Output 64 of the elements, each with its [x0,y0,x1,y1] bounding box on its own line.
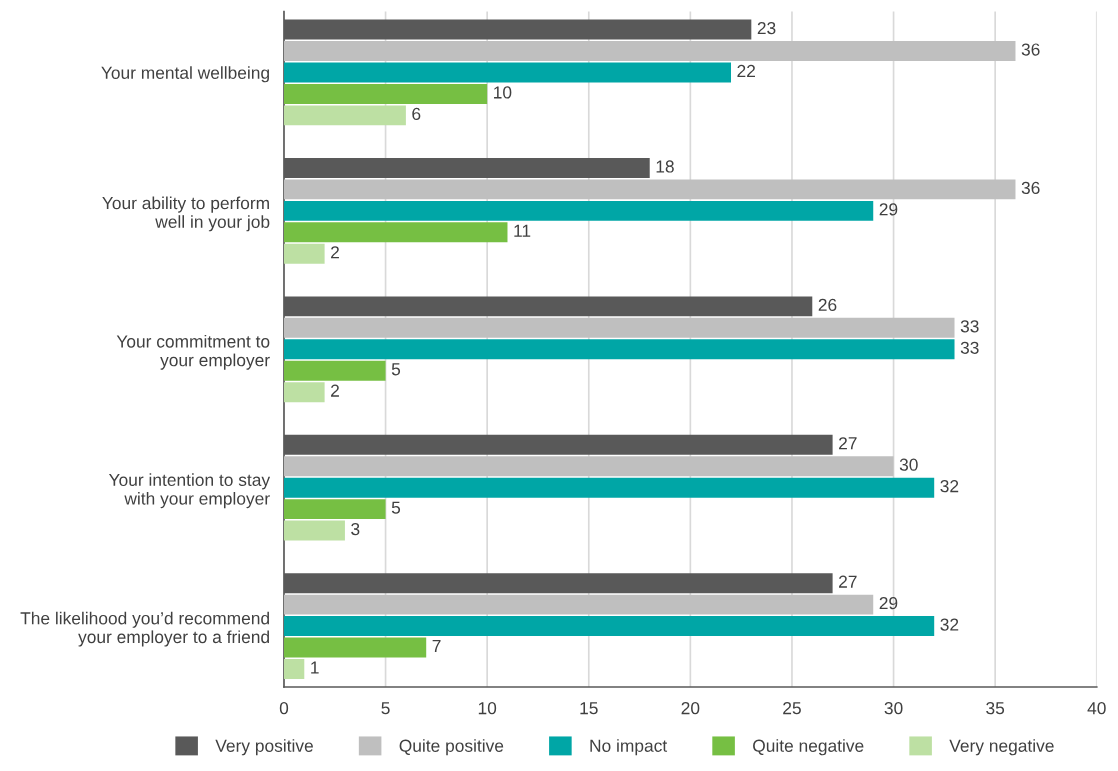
legend-label: Quite positive [399,739,504,756]
x-tick-label: 30 [884,702,903,715]
y-tick-label: The likelihood you’d recommend your employer to a friend [20,611,269,647]
x-tick-label: 10 [478,702,497,715]
y-tick-label: Your commitment to your employer [116,334,270,370]
x-tick-label: 15 [580,702,598,715]
data-label: 23 [757,21,776,35]
data-label: 36 [1021,43,1040,56]
data-label: 27 [839,437,857,450]
data-label: 29 [879,596,898,610]
bar [283,520,345,541]
bar [283,456,894,477]
bar [283,616,935,637]
data-label: 33 [960,341,979,354]
bar [283,360,386,381]
bar [283,41,1016,61]
x-tick-label: 40 [1087,702,1106,715]
bar [283,499,386,520]
legend-label: No impact [590,739,668,756]
data-label: 32 [940,618,959,631]
bar [283,317,955,338]
x-tick-label: 25 [783,702,801,715]
data-label: 6 [412,107,421,121]
data-label: 30 [899,458,918,471]
data-label: 36 [1021,181,1040,195]
bar [283,637,427,658]
bar [283,477,935,498]
y-tick-label: Your mental wellbeing [101,66,269,83]
legend-label: Very positive [215,739,313,756]
data-label: 26 [818,298,837,312]
bar [283,382,325,403]
data-label: 11 [514,224,531,237]
bar [283,179,1016,200]
data-label: 32 [940,480,959,493]
data-label: 27 [839,575,857,588]
bar [283,83,488,104]
bar [283,200,874,221]
bar [283,62,731,83]
x-tick-label: 35 [986,702,1005,715]
x-tick-label: 0 [279,702,289,715]
bar [283,659,305,679]
y-tick-label: Your ability to perform well in your job [102,196,270,232]
legend-label: Very negative [949,739,1054,756]
x-tick-label: 20 [681,702,700,715]
bar [283,105,406,126]
data-label: 18 [656,160,674,173]
bar [283,222,508,243]
data-label: 2 [331,246,339,259]
data-label: 33 [960,320,979,333]
data-label: 1 [311,661,319,674]
data-label: 2 [331,384,339,397]
data-label: 10 [494,86,512,99]
legend-label: Quite negative [753,739,864,756]
bar [283,243,325,264]
data-label: 3 [351,522,360,536]
bar [283,594,874,615]
data-label: 7 [432,640,441,653]
data-label: 22 [737,64,755,77]
x-tick-label: 5 [381,702,390,715]
bar [283,339,955,360]
data-label: 29 [879,203,898,216]
y-tick-label: Your intention to stay with your employer [108,473,271,509]
data-label: 5 [391,501,401,514]
data-label: 5 [391,363,401,376]
